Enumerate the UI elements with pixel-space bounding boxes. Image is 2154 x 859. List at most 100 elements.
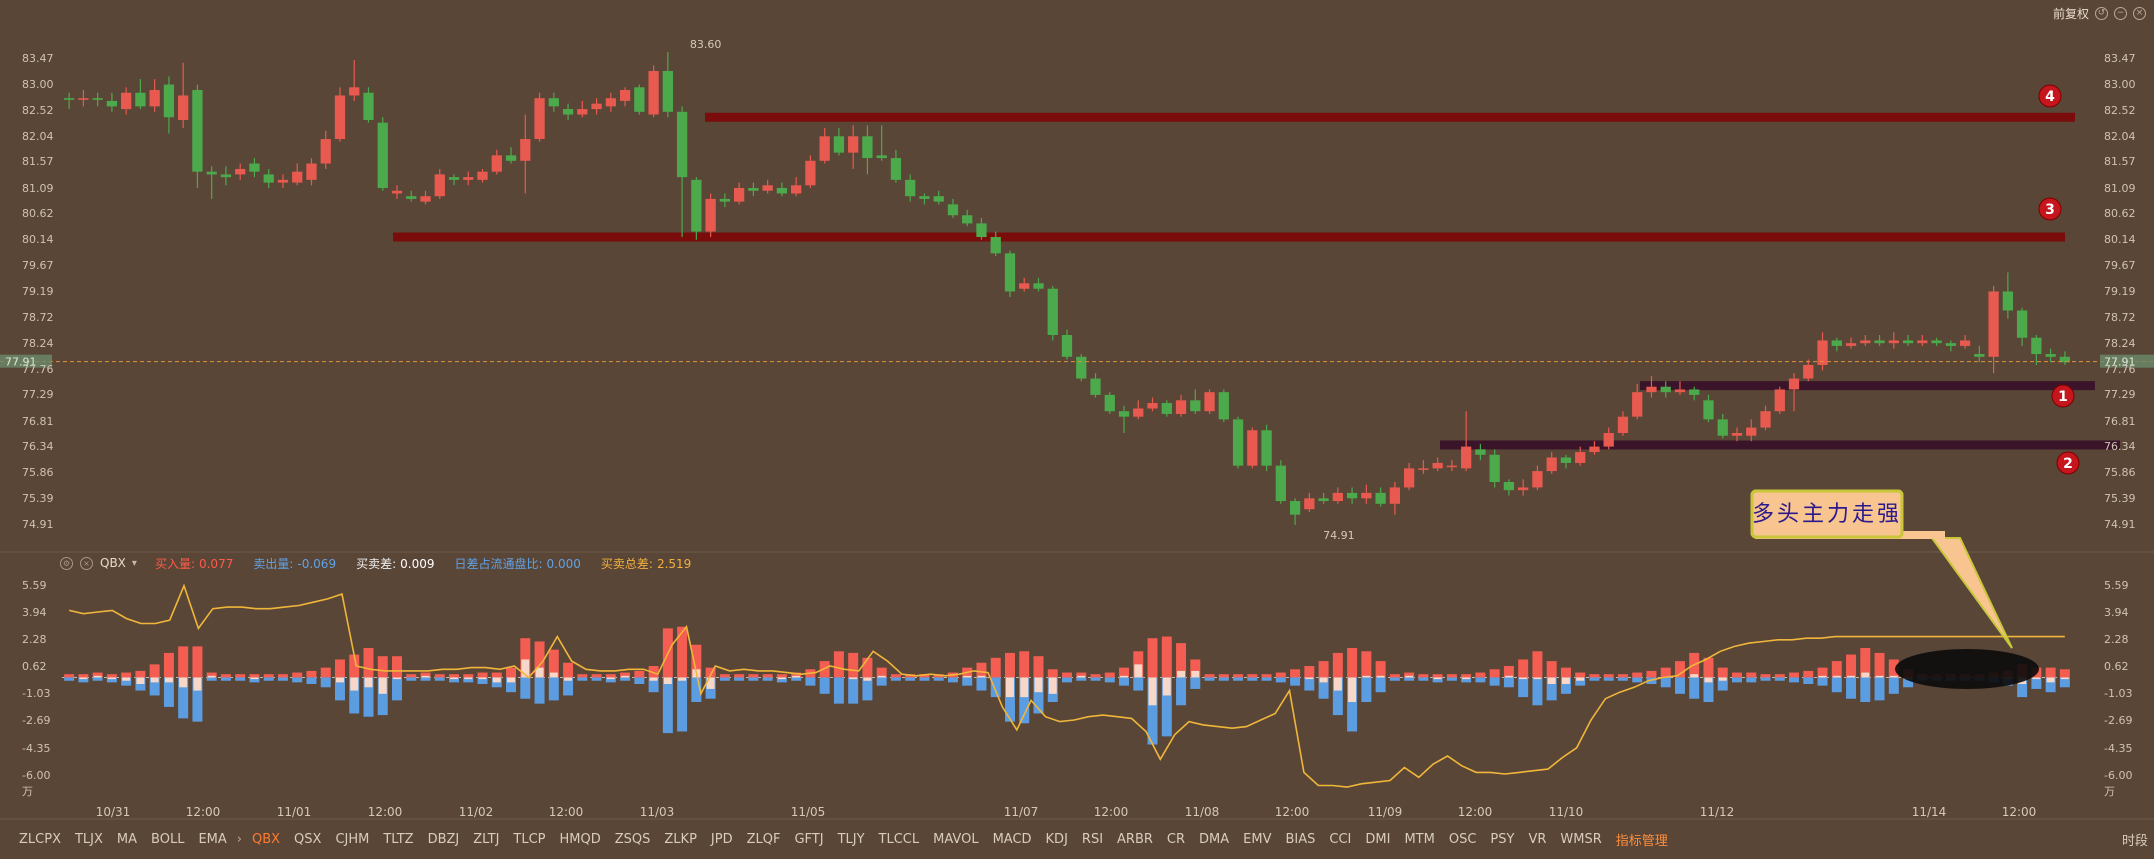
close-indicator-icon[interactable]: ×: [80, 556, 93, 570]
sell-bar: [1489, 677, 1500, 686]
indicator-tabs: ZLCPX TLJX MA BOLL EMA › QBX QSX CJHM TLTZ DBZJ ZLT…: [0, 827, 2154, 851]
tab-zlqf[interactable]: ZLQF: [746, 831, 781, 847]
tab-zsqs[interactable]: ZSQS: [614, 831, 651, 847]
price-tick-right: 78.24: [2104, 336, 2136, 350]
legend-item-4: 买卖总差: 2.519: [601, 557, 691, 571]
qbx-bar: [92, 672, 103, 681]
tab-wmsr[interactable]: WMSR: [1560, 831, 1602, 847]
sell-bar: [1133, 677, 1144, 691]
buy-bar: [1318, 661, 1329, 678]
sell-bar: [235, 677, 246, 681]
buy-bar: [1860, 648, 1871, 678]
candle: [791, 177, 802, 197]
sell-bar: [905, 677, 916, 681]
tab-osc[interactable]: OSC: [1448, 831, 1477, 847]
tab-vr[interactable]: VR: [1528, 831, 1547, 847]
settings-icon[interactable]: ⚙: [60, 556, 73, 570]
buy-bar: [762, 674, 773, 678]
tab-arbr[interactable]: ARBR: [1117, 831, 1153, 847]
qbx-bar: [163, 652, 174, 707]
diff-bar: [1148, 677, 1157, 706]
candle: [306, 158, 317, 186]
sell-bar: [805, 677, 816, 686]
candle: [1988, 286, 1999, 374]
tab-tlccl[interactable]: TLCCL: [878, 831, 920, 847]
candle-body: [1817, 340, 1828, 365]
price-tick-left: 76.34: [22, 440, 54, 454]
qbx-bar: [220, 674, 231, 681]
tab-hmqd[interactable]: HMQD: [559, 831, 601, 847]
tab-rsi[interactable]: RSI: [1081, 831, 1104, 847]
diff-bar: [1504, 675, 1513, 678]
tab-ema[interactable]: EMA: [198, 831, 227, 847]
qbx-bar: [1489, 669, 1500, 686]
tab-cci[interactable]: CCI: [1329, 831, 1352, 847]
tab-jpd[interactable]: JPD: [710, 831, 733, 847]
candle: [1945, 340, 1956, 352]
time-axis-label: 11/10: [1548, 805, 1584, 819]
candle: [1717, 413, 1728, 439]
buy-bar: [1518, 659, 1529, 678]
tab-emv[interactable]: EMV: [1243, 831, 1272, 847]
tab-gftj[interactable]: GFTJ: [794, 831, 824, 847]
candle: [976, 217, 987, 240]
qbx-bar: [1190, 659, 1201, 689]
candle-body: [2045, 354, 2056, 357]
diff-bar: [150, 677, 159, 683]
indicator-dropdown-icon[interactable]: ▾: [131, 557, 137, 569]
tab-tltz[interactable]: TLTZ: [383, 831, 414, 847]
diff-bar: [621, 675, 630, 678]
tab-zlcpx[interactable]: ZLCPX: [19, 831, 61, 847]
tab-qbx[interactable]: QBX: [251, 831, 281, 847]
diff-bar: [1875, 675, 1884, 678]
level-line-2: [1440, 440, 2120, 450]
candle: [962, 209, 973, 227]
tab-zlkp[interactable]: ZLKP: [664, 831, 697, 847]
tab-dbzj[interactable]: DBZJ: [427, 831, 460, 847]
candle: [1004, 250, 1016, 297]
qbx-bar: [1575, 672, 1586, 686]
diff-bar: [1861, 672, 1870, 678]
reset-icon[interactable]: ↺: [2095, 6, 2108, 20]
candle-body: [719, 198, 731, 202]
tab-ma[interactable]: MA: [116, 831, 138, 847]
candle-body: [1788, 378, 1800, 390]
diff-bar: [1889, 675, 1898, 678]
price-tick-right: 81.09: [2104, 181, 2136, 195]
tab-cjhm[interactable]: CJHM: [335, 831, 370, 847]
price-tick-left: 82.04: [22, 129, 54, 143]
sell-bar: [363, 677, 374, 717]
tab-tljx[interactable]: TLJX: [74, 831, 103, 847]
tab-kdj[interactable]: KDJ: [1045, 831, 1068, 847]
price-tick-right: 83.47: [2104, 52, 2136, 65]
tab-dma[interactable]: DMA: [1199, 831, 1230, 847]
candle-body: [292, 171, 303, 183]
qbx-bar: [463, 674, 474, 683]
buy-bar: [677, 626, 688, 678]
close-icon[interactable]: ×: [2133, 6, 2146, 20]
sell-bar: [292, 677, 303, 683]
tab-mtm[interactable]: MTM: [1404, 831, 1435, 847]
tab-boll[interactable]: BOLL: [151, 831, 185, 847]
tab-cr[interactable]: CR: [1166, 831, 1186, 847]
tabs-more-icon[interactable]: ›: [236, 831, 242, 847]
tab-tljy[interactable]: TLJY: [837, 831, 865, 847]
tab-tlcp[interactable]: TLCP: [513, 831, 546, 847]
time-period-label[interactable]: 时段: [2121, 834, 2148, 849]
diff-bar: [1832, 675, 1841, 678]
tab-psy[interactable]: PSY: [1490, 831, 1515, 847]
tab-bias[interactable]: BIAS: [1285, 831, 1316, 847]
diff-bar: [792, 675, 801, 678]
tab-指标管理[interactable]: 指标管理: [1615, 833, 1668, 849]
adjust-mode-label[interactable]: 前复权: [2052, 6, 2089, 21]
qbx-bar: [1760, 674, 1771, 681]
tab-mavol[interactable]: MAVOL: [933, 831, 979, 847]
tab-qsx[interactable]: QSX: [294, 831, 322, 847]
buy-bar: [1332, 652, 1343, 678]
candle: [748, 182, 759, 197]
minimize-icon[interactable]: −: [2114, 6, 2127, 20]
tab-zltj[interactable]: ZLTJ: [473, 831, 500, 847]
qbx-bar: [277, 674, 288, 681]
tab-dmi[interactable]: DMI: [1365, 831, 1391, 847]
tab-macd[interactable]: MACD: [992, 831, 1032, 847]
